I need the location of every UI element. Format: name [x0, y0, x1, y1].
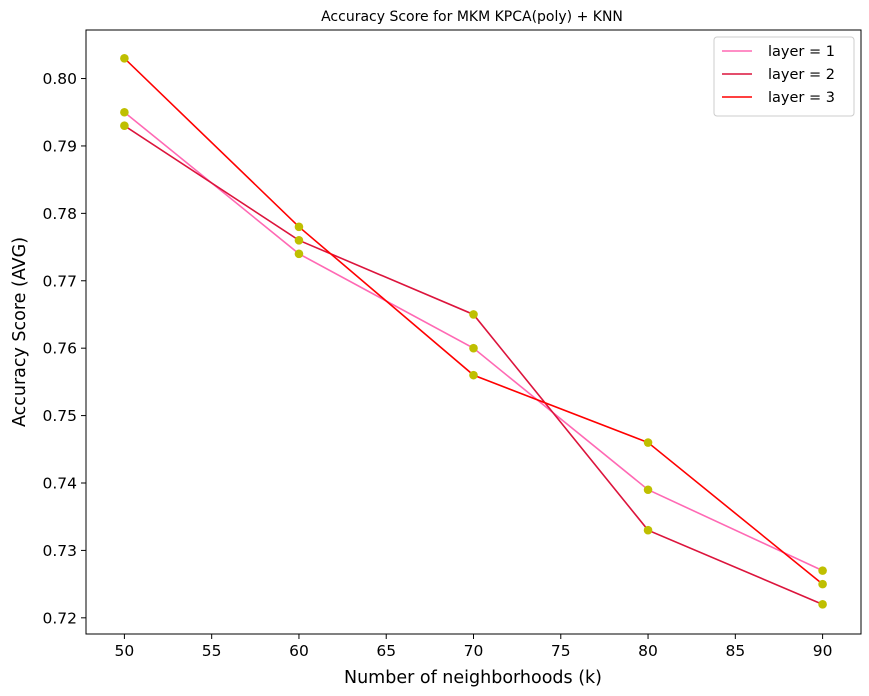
- data-point-series-3: [469, 370, 478, 380]
- data-point-series-1: [818, 566, 827, 575]
- x-tick-label: 70: [464, 642, 484, 660]
- y-tick-label: 0.78: [42, 205, 77, 223]
- y-tick-label: 0.75: [42, 407, 77, 425]
- y-tick-label: 0.79: [42, 137, 77, 155]
- data-point-series-2: [469, 310, 478, 319]
- data-point-series-2: [294, 236, 304, 245]
- chart-title: Accuracy Score for MKM KPCA(poly) + KNN: [321, 9, 623, 25]
- legend: layer = 1 layer = 2 layer = 3: [713, 36, 855, 117]
- x-axis: 50 55 60 65 70 75 80 85 90: [115, 634, 833, 660]
- x-tick-label: 65: [376, 642, 396, 660]
- legend-label: layer = 2: [768, 67, 835, 83]
- data-point-series-3: [818, 579, 827, 589]
- y-tick-label: 0.74: [42, 475, 77, 493]
- data-point-series-2: [120, 121, 129, 131]
- x-tick-label: 60: [289, 642, 309, 660]
- x-axis-label: Number of neighborhoods (k): [344, 668, 602, 688]
- plot-frame: [85, 29, 862, 635]
- y-axis-label: Accuracy Score (AVG): [10, 237, 30, 427]
- y-axis: 0.72 0.73 0.74 0.75 0.76 0.77 0.78 0.79 0.80: [42, 70, 86, 627]
- x-tick-label: 85: [725, 642, 745, 660]
- y-tick-label: 0.77: [42, 272, 77, 290]
- y-tick-label: 0.80: [42, 70, 77, 88]
- legend-label: layer = 1: [768, 44, 835, 60]
- series-line-1: [123, 111, 823, 572]
- series-layer: [120, 54, 827, 609]
- y-tick-label: 0.76: [42, 340, 77, 358]
- y-tick-label: 0.73: [42, 542, 77, 560]
- data-point-series-3: [643, 438, 653, 447]
- data-point-series-1: [294, 249, 304, 259]
- data-point-series-3: [120, 54, 129, 63]
- legend-label: layer = 3: [768, 90, 835, 106]
- x-tick-label: 90: [813, 642, 833, 660]
- y-tick-label: 0.72: [42, 609, 77, 627]
- data-point-series-3: [294, 222, 304, 232]
- data-point-series-1: [469, 343, 478, 353]
- series-line-3: [123, 57, 824, 585]
- data-point-series-1: [643, 485, 653, 495]
- data-point-series-2: [643, 525, 653, 535]
- x-tick-label: 55: [202, 642, 222, 660]
- data-point-series-2: [818, 600, 827, 609]
- data-point-series-1: [120, 107, 129, 117]
- x-tick-label: 80: [638, 642, 658, 660]
- x-tick-label: 75: [551, 642, 571, 660]
- x-tick-label: 50: [115, 642, 135, 660]
